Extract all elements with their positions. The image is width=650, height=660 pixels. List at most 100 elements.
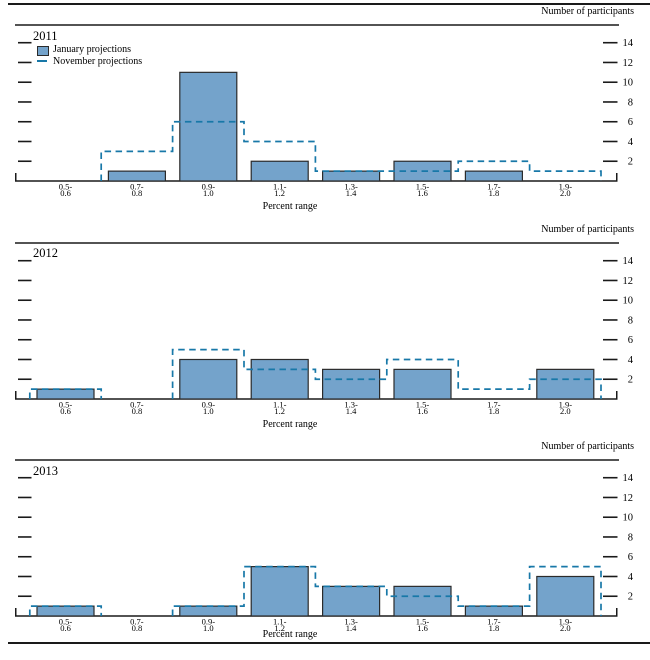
bin-label-top: 0.5-	[59, 182, 73, 192]
bin-label-top: 1.1-	[273, 399, 287, 409]
bin-label-bottom: 2.0	[560, 623, 571, 633]
y-tick-label: 14	[623, 38, 634, 49]
x-axis-label-2013: Percent range	[262, 629, 318, 640]
panel-title-2012: 2012	[33, 246, 58, 260]
january-bar-0.7-0.8	[107, 170, 167, 182]
january-bar-0.9-1.0	[179, 358, 238, 400]
y-tick-label: 12	[623, 58, 634, 69]
january-bar-1.7-1.8	[464, 605, 523, 617]
bin-label-top: 1.3-	[344, 399, 358, 409]
y-tick-label: 8	[628, 532, 633, 543]
y-tick-label: 4	[628, 354, 634, 365]
bin-label-top: 0.7-	[130, 182, 144, 192]
bin-label-bottom: 1.4	[346, 623, 357, 633]
bin-label-top: 1.3-	[344, 617, 358, 627]
january-bar-1.3-1.4	[322, 170, 381, 182]
january-bar-0.9-1.0	[179, 71, 238, 182]
bin-label-top: 1.9-	[559, 617, 573, 627]
bin-label-top: 0.9-	[202, 617, 216, 627]
bin-label-top: 1.1-	[273, 617, 287, 627]
bin-label-top: 1.3-	[344, 182, 358, 192]
y-tick-label: 6	[628, 552, 633, 563]
x-axis-label-2012: Percent range	[262, 418, 318, 430]
january-bar-1.3-1.4	[322, 585, 381, 617]
november-projection-outline	[28, 348, 602, 399]
bin-label-top: 1.7-	[487, 399, 501, 409]
y-tick-label: 12	[623, 275, 634, 286]
y-tick-label: 2	[628, 592, 633, 603]
bin-label-bottom: 1.6	[417, 623, 428, 633]
y-tick-label: 2	[628, 374, 633, 385]
legend: January projections November projections	[36, 45, 206, 71]
january-bar-0.5-0.6	[36, 605, 95, 617]
november-dash-icon	[37, 60, 47, 62]
y-tick-label: 6	[628, 335, 633, 346]
january-bar-1.7-1.8	[464, 170, 523, 182]
bin-label-bottom: 0.8	[132, 188, 143, 198]
bin-label-top: 0.7-	[130, 617, 144, 627]
histogram-panel-2012: 2 4 6 8 10 12 14 0.5-0.6 0.7-0.8 0.9-1.0 1.1-1.2 1.…	[15, 241, 634, 416]
bottom-rule	[8, 642, 650, 644]
y-tick-label: 4	[628, 137, 634, 148]
histogram-panel-2013: 2 4 6 8 10 12 14 0.5-0.6 0.7-0.8 0.9-1.0 1.1-1.2 1.…	[15, 459, 634, 633]
bin-label-top: 1.7-	[487, 182, 501, 192]
y-tick-label: 12	[623, 493, 634, 504]
y-tick-label: 10	[623, 78, 634, 89]
y-tick-label: 8	[628, 315, 633, 326]
bin-label-bottom: 0.8	[132, 623, 143, 633]
bin-label-bottom: 0.6	[60, 406, 71, 416]
participants-axis-label: Number of participants	[541, 441, 634, 452]
bin-label-bottom: 1.0	[203, 623, 214, 633]
january-bar-1.9-2.0	[536, 368, 595, 400]
november-projection-outline	[28, 565, 602, 616]
bin-label-bottom: 1.4	[346, 188, 357, 198]
bin-label-top: 0.5-	[59, 617, 73, 627]
january-bar-1.3-1.4	[322, 368, 381, 400]
bin-label-bottom: 1.0	[203, 406, 214, 416]
bin-label-top: 1.5-	[416, 617, 430, 627]
participants-axis-label: Number of participants	[541, 6, 634, 17]
bin-label-top: 1.9-	[559, 182, 573, 192]
january-bar-1.1-1.2	[250, 160, 309, 182]
bin-label-bottom: 0.6	[60, 623, 71, 633]
bin-label-bottom: 1.0	[203, 188, 214, 198]
bin-label-bottom: 1.2	[274, 406, 285, 416]
bin-label-top: 1.5-	[416, 182, 430, 192]
bin-label-top: 0.5-	[59, 399, 73, 409]
bin-label-bottom: 1.4	[346, 406, 357, 416]
histogram-panel-2011: 2 4 6 8 10 12 14 0.5-0.6 0.7-0.8 0.9-1.0 1.1-1.2 1.…	[15, 24, 634, 198]
bin-label-bottom: 0.8	[132, 406, 143, 416]
y-tick-label: 8	[628, 97, 633, 108]
bin-label-bottom: 2.0	[560, 406, 571, 416]
bin-label-bottom: 1.6	[417, 188, 428, 198]
y-tick-label: 4	[628, 572, 634, 583]
january-bar-1.5-1.6	[393, 368, 452, 400]
y-tick-label: 10	[623, 513, 634, 524]
november-projection-outline	[100, 120, 602, 181]
january-bar-1.1-1.2	[250, 566, 309, 617]
participants-axis-label: Number of participants	[541, 223, 634, 235]
bin-label-bottom: 1.8	[489, 406, 500, 416]
bin-label-bottom: 1.2	[274, 188, 285, 198]
bin-label-bottom: 1.8	[489, 188, 500, 198]
bin-label-top: 0.7-	[130, 399, 144, 409]
bin-label-bottom: 2.0	[560, 188, 571, 198]
bin-label-top: 1.1-	[273, 182, 287, 192]
january-swatch-icon	[37, 46, 49, 56]
bin-label-top: 1.5-	[416, 399, 430, 409]
y-tick-label: 14	[623, 473, 634, 484]
y-tick-label: 14	[623, 256, 634, 267]
legend-november-label: November projections	[53, 55, 143, 67]
y-tick-label: 10	[623, 295, 634, 306]
january-bar-1.1-1.2	[250, 358, 309, 400]
bin-label-top: 0.9-	[202, 182, 216, 192]
january-bar-1.9-2.0	[536, 575, 595, 617]
top-rule	[8, 3, 650, 5]
bin-label-top: 1.9-	[559, 399, 573, 409]
panel-title-2011: 2011	[33, 28, 58, 43]
january-bar-0.5-0.6	[36, 388, 95, 400]
bin-label-top: 0.9-	[202, 399, 216, 409]
bin-label-bottom: 0.6	[60, 188, 71, 198]
bin-label-bottom: 1.2	[274, 623, 285, 633]
